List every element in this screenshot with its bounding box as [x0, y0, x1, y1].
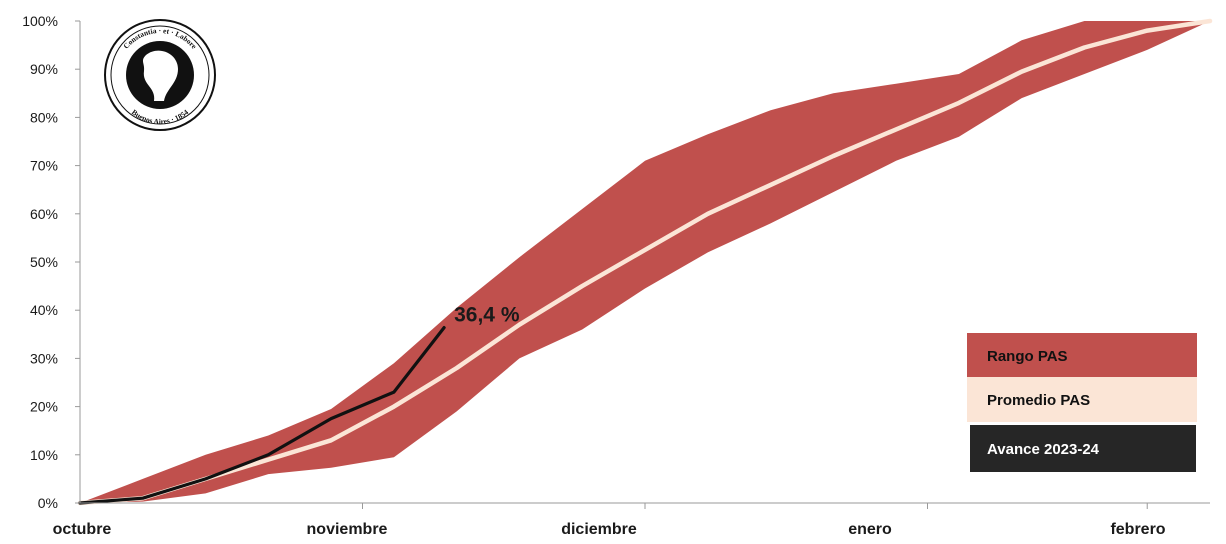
- x-tick-label: octubre: [53, 521, 112, 538]
- legend-item-promedio: Promedio PAS: [967, 377, 1197, 422]
- legend-item-rango: Rango PAS: [967, 333, 1197, 377]
- legend-label-promedio: Promedio PAS: [987, 392, 1090, 409]
- y-tick-label: 80%: [30, 109, 58, 125]
- series-band-rango-pas: [80, 21, 1210, 503]
- band-layer: [80, 21, 1210, 503]
- legend-label-rango: Rango PAS: [987, 348, 1068, 365]
- series-line-avance-2023-24: [78, 326, 446, 505]
- series-line-promedio-pas: [77, 18, 1213, 506]
- legend-swatch-rango: [967, 333, 1197, 377]
- y-tick-label: 10%: [30, 447, 58, 463]
- legend-swatch-avance: [970, 425, 1196, 472]
- y-tick-label: 90%: [30, 61, 58, 77]
- annotation-layer: 36,4 %: [454, 304, 520, 327]
- x-tick-label: enero: [848, 521, 892, 538]
- seal-inner-ring: [110, 25, 210, 125]
- legend-swatch-promedio: [967, 377, 1197, 422]
- axes-layer: 0% 10% 20% 30% 40% 50% 60% 70% 80% 90% 100% octubre…: [22, 13, 1210, 538]
- legend: Rango PAS Promedio PAS Avance 2023-24: [967, 333, 1197, 472]
- y-tick-label: 40%: [30, 302, 58, 318]
- y-tick-label: 30%: [30, 350, 58, 366]
- legend-item-avance: Avance 2023-24: [970, 425, 1196, 472]
- exchange-seal-logo: Constantia · et · Labore Buenos Aires · …: [104, 19, 216, 131]
- y-tick-label: 0%: [38, 495, 58, 511]
- x-tick-label: noviembre: [307, 521, 388, 538]
- x-tick-label: diciembre: [561, 521, 637, 538]
- annotation-current-progress: 36,4 %: [454, 304, 520, 327]
- y-tick-label: 50%: [30, 254, 58, 270]
- legend-label-avance: Avance 2023-24: [987, 441, 1100, 458]
- y-tick-label: 20%: [30, 399, 58, 415]
- y-tick-label: 70%: [30, 158, 58, 174]
- seal-profile-figure: [142, 50, 178, 101]
- y-tick-label: 100%: [22, 13, 58, 29]
- y-tick-label: 60%: [30, 206, 58, 222]
- line-layer: [77, 18, 1213, 506]
- x-tick-label: febrero: [1110, 521, 1165, 538]
